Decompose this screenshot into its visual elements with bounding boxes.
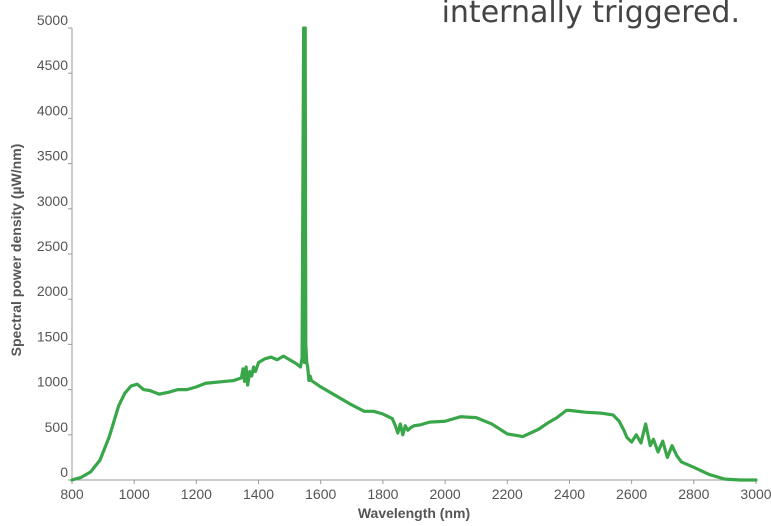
x-ticks: 800 1000 1200 1400 1600 1800 2000 2200 2400 2600 2…: [60, 480, 771, 502]
x-tick-label: 1800: [367, 486, 398, 502]
x-tick-label: 1600: [305, 486, 336, 502]
y-tick-label: 5000: [37, 12, 68, 28]
y-tick-label: 4500: [37, 57, 68, 73]
spectrum-series-line: [72, 28, 756, 480]
y-tick-label: 1000: [37, 374, 68, 390]
chart-annotation: internally triggered.: [442, 0, 740, 30]
x-tick-label: 2200: [492, 486, 523, 502]
y-axis-title: Spectral power density (µW/nm): [8, 144, 24, 357]
x-axis-title: Wavelength (nm): [358, 505, 470, 521]
x-tick-label: 1400: [243, 486, 274, 502]
y-tick-label: 3000: [37, 193, 68, 209]
y-tick-label: 500: [45, 419, 69, 435]
y-tick-label: 2500: [37, 238, 68, 254]
x-tick-label: 2000: [430, 486, 461, 502]
x-tick-label: 2400: [554, 486, 585, 502]
x-tick-label: 800: [60, 486, 84, 502]
y-ticks: 0 500 1000 1500 2000 2500 3000 3500 4000 4500 5000: [37, 12, 72, 480]
y-tick-label: 2000: [37, 283, 68, 299]
x-tick-label: 2800: [678, 486, 709, 502]
x-tick-label: 1200: [181, 486, 212, 502]
y-tick-label: 1500: [37, 328, 68, 344]
x-tick-label: 2600: [616, 486, 647, 502]
x-tick-label: 1000: [119, 486, 150, 502]
y-tick-label: 4000: [37, 102, 68, 118]
series-layer: [72, 28, 756, 480]
y-tick-label: 3500: [37, 148, 68, 164]
x-tick-label: 3000: [740, 486, 771, 502]
y-tick-label: 0: [60, 464, 68, 480]
axes: [72, 28, 756, 480]
